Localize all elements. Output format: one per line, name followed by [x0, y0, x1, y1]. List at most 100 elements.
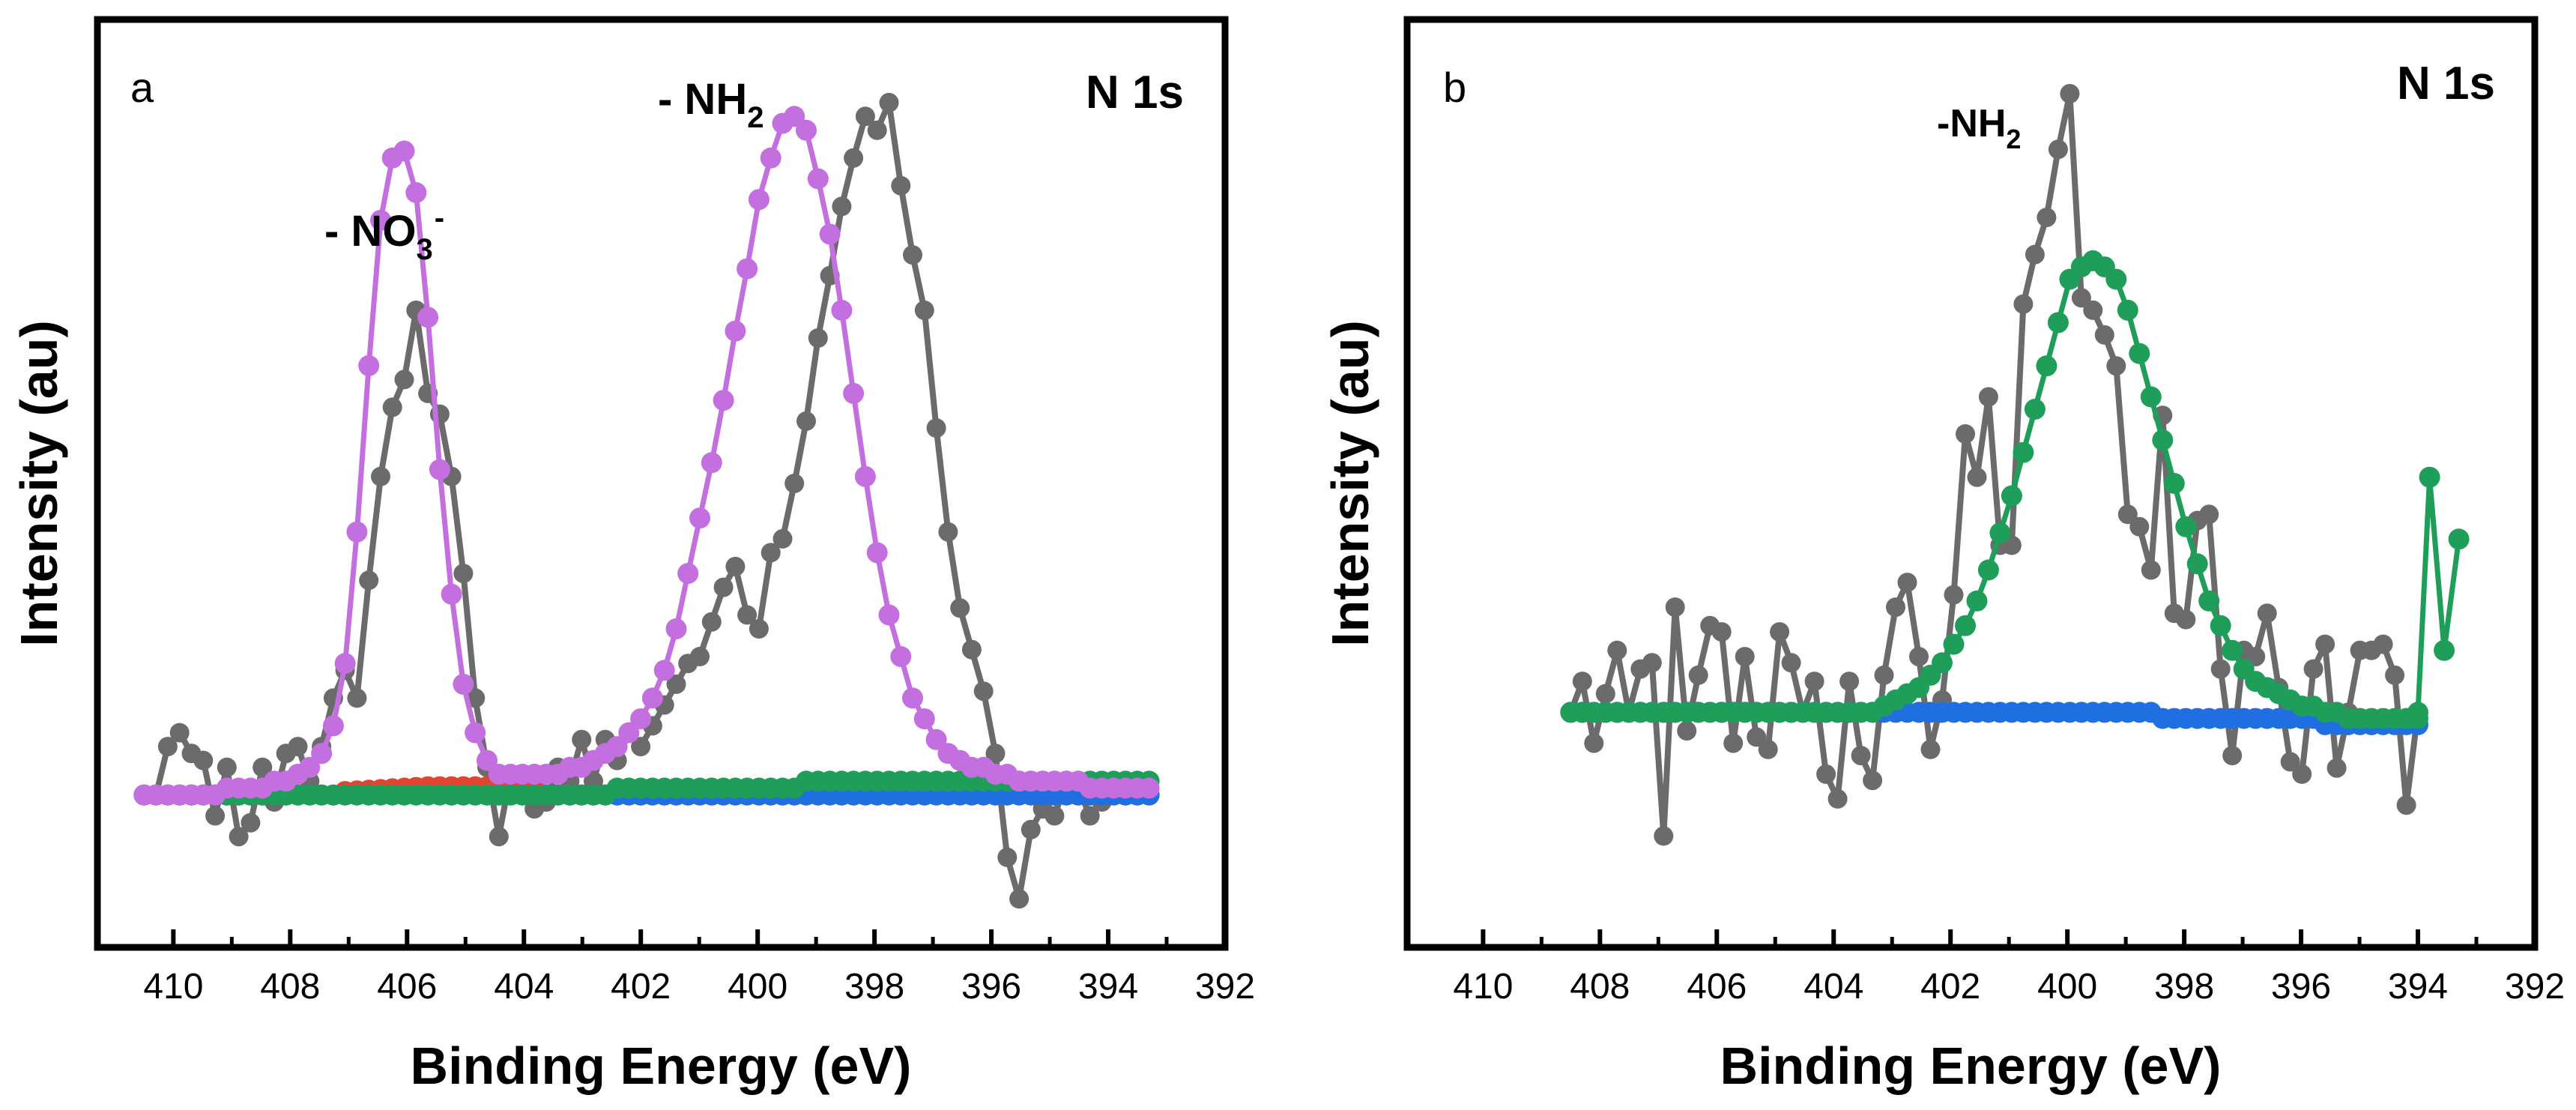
- panel-a-fit-point: [405, 182, 427, 203]
- panel-a-raw-point: [749, 619, 769, 639]
- panel-b-series-tail: [2407, 466, 2470, 723]
- panel-a-x-tick-label: 396: [961, 967, 1021, 1007]
- panel-b-raw-point: [1967, 467, 1987, 487]
- panel-b-fit-point: [2175, 516, 2197, 537]
- panel-b-raw-point: [2106, 356, 2126, 376]
- panel-a-raw-point: [796, 411, 816, 431]
- panel-a-raw-point: [169, 723, 190, 743]
- panel-b-x-tick-label: 392: [2505, 967, 2565, 1007]
- panel-a-raw-point: [961, 639, 982, 660]
- panel-b-raw-point: [1758, 739, 1778, 759]
- panel-b-x-tick-label: 396: [2271, 967, 2331, 1007]
- panel-a-fit-point: [878, 604, 900, 626]
- panel-a-fit-point: [890, 646, 912, 667]
- panel-b-raw-point: [1978, 387, 1998, 407]
- panel-b-raw-point: [1920, 739, 1941, 759]
- panel-a-raw-point: [157, 737, 178, 757]
- panel-b-raw-point: [1874, 665, 1894, 685]
- panel-a-letter: a: [130, 64, 154, 111]
- panel-b-x-tick-label: 406: [1687, 967, 1747, 1007]
- panel-a-fit-point: [653, 660, 675, 681]
- panel-b-raw-point: [1839, 672, 1860, 692]
- panel-a-raw-point: [844, 148, 864, 168]
- panel-b-fit-point: [2117, 299, 2138, 321]
- panel-b-raw-point: [2013, 294, 2034, 314]
- panel-b-x-tick-label: 410: [1453, 967, 1513, 1007]
- panel-b-raw-point: [1944, 585, 1964, 605]
- panel-a-x-tick-label: 400: [728, 967, 787, 1007]
- panel-a-x-tick-label: 394: [1078, 967, 1138, 1007]
- panel-a-x-ticks: 410 408 406 404 402 400 398 396 394 392: [143, 929, 1255, 1007]
- panel-a-fit-point: [925, 729, 947, 750]
- panel-a-fit-point: [370, 209, 391, 231]
- panel-a-raw-point: [950, 598, 970, 618]
- panel-b-raw-point: [2326, 758, 2347, 778]
- panel-b-raw-point: [2094, 325, 2114, 345]
- panel-a-fit-point: [689, 507, 710, 529]
- panel-a-raw-point: [1021, 819, 1041, 839]
- panel-a-raw-point: [855, 106, 875, 127]
- panel-b-raw-point: [2222, 746, 2243, 766]
- panel-a-raw-point: [347, 688, 367, 708]
- panel-a-raw-point: [761, 543, 781, 563]
- panel-b-raw-point: [1572, 672, 1592, 692]
- panel-b-raw-point: [2315, 634, 2335, 654]
- panel-b-raw-point: [1770, 622, 1790, 642]
- panel-a-fit-point: [453, 673, 474, 695]
- panel-a-raw-point: [926, 418, 946, 438]
- panel-a-fit-point: [796, 119, 817, 141]
- panel-b-raw-point: [1956, 424, 1975, 444]
- panel-a-fit-point: [819, 223, 841, 245]
- panel-b-raw-point: [2129, 516, 2150, 537]
- panel-b-raw-point: [2257, 603, 2277, 624]
- panel-b-raw-point: [1607, 640, 1627, 660]
- panel-b-tail-line: [2415, 474, 2462, 713]
- panel-b-x-tick-label: 402: [1920, 967, 1980, 1007]
- panel-b-tail-point: [2419, 466, 2440, 488]
- panel-a-fit-point: [299, 756, 321, 778]
- panel-b-letter: b: [1443, 64, 1466, 111]
- panel-a-raw-point: [725, 556, 746, 576]
- panel-b-raw-point: [1851, 746, 1871, 766]
- panel-b-raw-point: [1665, 597, 1685, 618]
- panel-b-fit-point: [2186, 553, 2208, 575]
- panel-b-x-tick-label: 394: [2388, 967, 2448, 1007]
- panel-b-raw-point: [1781, 653, 1801, 673]
- panel-b-xlabel: Binding Energy (eV): [1720, 1037, 2222, 1095]
- panel-a-raw-point: [1044, 806, 1065, 826]
- panel-b-fit-point: [2222, 639, 2243, 661]
- panel-b-raw-point: [2292, 764, 2312, 784]
- panel-a-x-tick-label: 408: [260, 967, 320, 1007]
- panel-a-raw-point: [832, 196, 852, 217]
- panel-a-no3-label: - NO3-: [324, 202, 444, 266]
- panel-b-fit-point: [2024, 399, 2046, 420]
- panel-b-raw-point: [1735, 647, 1755, 667]
- panel-a-core-level: N 1s: [1086, 67, 1184, 118]
- panel-a-fit-point: [630, 708, 652, 730]
- panel-a-raw-point: [489, 827, 509, 847]
- panel-a-x-tick-label: 398: [844, 967, 904, 1007]
- panel-a-fit-point: [441, 583, 462, 605]
- panel-b-fit-point: [2163, 473, 2185, 494]
- panel-a-fit-point: [701, 452, 722, 474]
- panel-a-raw-point: [394, 370, 414, 390]
- panel-b-x-tick-label: 400: [2037, 967, 2097, 1007]
- panel-b-fit-point: [2210, 615, 2231, 636]
- panel-b-raw-point: [2385, 665, 2405, 685]
- panel-b-marks: [1560, 84, 2470, 846]
- panel-b-raw-point: [1909, 647, 1929, 667]
- panel-a-raw-point: [701, 612, 722, 632]
- panel-b-raw-point: [1584, 733, 1604, 753]
- panel-a-raw-point: [713, 577, 734, 597]
- panel-b-raw-point: [2210, 659, 2231, 679]
- no3-base: - NO: [324, 207, 416, 256]
- panel-b-raw-point: [2373, 634, 2393, 654]
- nh2-base: - NH: [658, 75, 747, 124]
- panel-a-nh2-label: - NH2: [658, 75, 764, 134]
- panel-b-core-level: N 1s: [2397, 58, 2495, 109]
- panel-b-raw-point: [1654, 826, 1674, 846]
- panel-a-fit-point: [1138, 777, 1160, 799]
- panel-a-fit-point: [429, 459, 450, 480]
- panel-b-fit-point: [2198, 590, 2220, 612]
